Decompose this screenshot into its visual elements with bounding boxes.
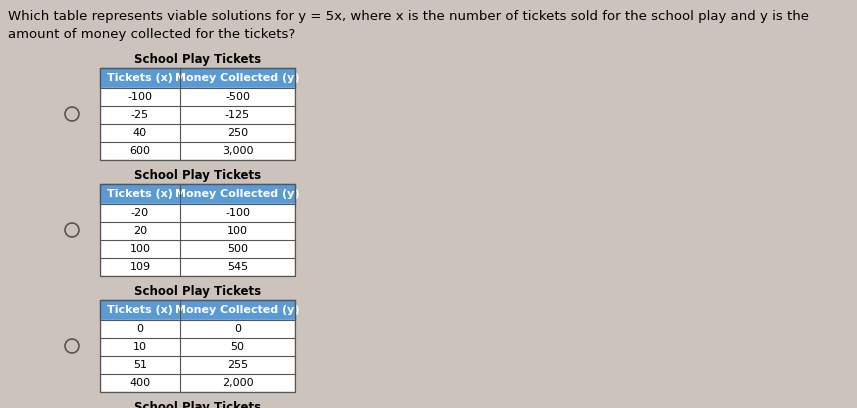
Text: 600: 600 [129,146,151,156]
Bar [100,68,180,88]
Text: 255: 255 [227,360,248,370]
Bar [100,142,180,160]
Bar [180,320,295,338]
Text: 250: 250 [227,128,248,138]
Bar [100,356,180,374]
Text: amount of money collected for the tickets?: amount of money collected for the ticket… [8,28,296,41]
Bar [180,88,295,106]
Text: Tickets (x): Tickets (x) [107,73,173,83]
Bar [100,338,180,356]
Bar [100,300,180,320]
Text: Which table represents viable solutions for y = 5x, where x is the number of tic: Which table represents viable solutions … [8,10,809,23]
Bar [180,374,295,392]
Text: 10: 10 [133,342,147,352]
Bar [100,300,295,392]
Text: Tickets (x): Tickets (x) [107,189,173,199]
Text: School Play Tickets: School Play Tickets [134,401,261,408]
Text: -100: -100 [225,208,250,218]
Text: -500: -500 [225,92,250,102]
Text: 20: 20 [133,226,147,236]
Bar [180,68,295,88]
Bar [180,106,295,124]
Bar [180,204,295,222]
Bar [180,338,295,356]
Text: -25: -25 [131,110,149,120]
Text: Tickets (x): Tickets (x) [107,305,173,315]
Bar [180,222,295,240]
Text: 51: 51 [133,360,147,370]
Text: 400: 400 [129,378,151,388]
Text: 0: 0 [136,324,143,334]
Text: -100: -100 [128,92,153,102]
Text: 100: 100 [227,226,248,236]
Text: 500: 500 [227,244,248,254]
Bar [100,222,180,240]
Bar [180,356,295,374]
Bar [100,184,295,276]
Bar [180,124,295,142]
Bar [100,106,180,124]
Bar [100,204,180,222]
Text: 50: 50 [231,342,244,352]
Bar [100,184,180,204]
Bar [100,88,180,106]
Bar [100,320,180,338]
Text: 100: 100 [129,244,151,254]
Text: -20: -20 [131,208,149,218]
Text: -125: -125 [225,110,250,120]
Text: 3,000: 3,000 [222,146,254,156]
Bar [180,258,295,276]
Bar [100,124,180,142]
Text: 109: 109 [129,262,151,272]
Text: School Play Tickets: School Play Tickets [134,169,261,182]
Bar [100,258,180,276]
Text: Money Collected (y): Money Collected (y) [175,189,300,199]
Bar [180,240,295,258]
Bar [100,240,180,258]
Bar [180,184,295,204]
Text: School Play Tickets: School Play Tickets [134,53,261,67]
Bar [100,374,180,392]
Text: School Play Tickets: School Play Tickets [134,286,261,299]
Bar [180,142,295,160]
Text: 40: 40 [133,128,147,138]
Text: 2,000: 2,000 [222,378,254,388]
Bar [180,300,295,320]
Text: Money Collected (y): Money Collected (y) [175,305,300,315]
Text: 545: 545 [227,262,248,272]
Text: Money Collected (y): Money Collected (y) [175,73,300,83]
Text: 0: 0 [234,324,241,334]
Bar [100,68,295,160]
